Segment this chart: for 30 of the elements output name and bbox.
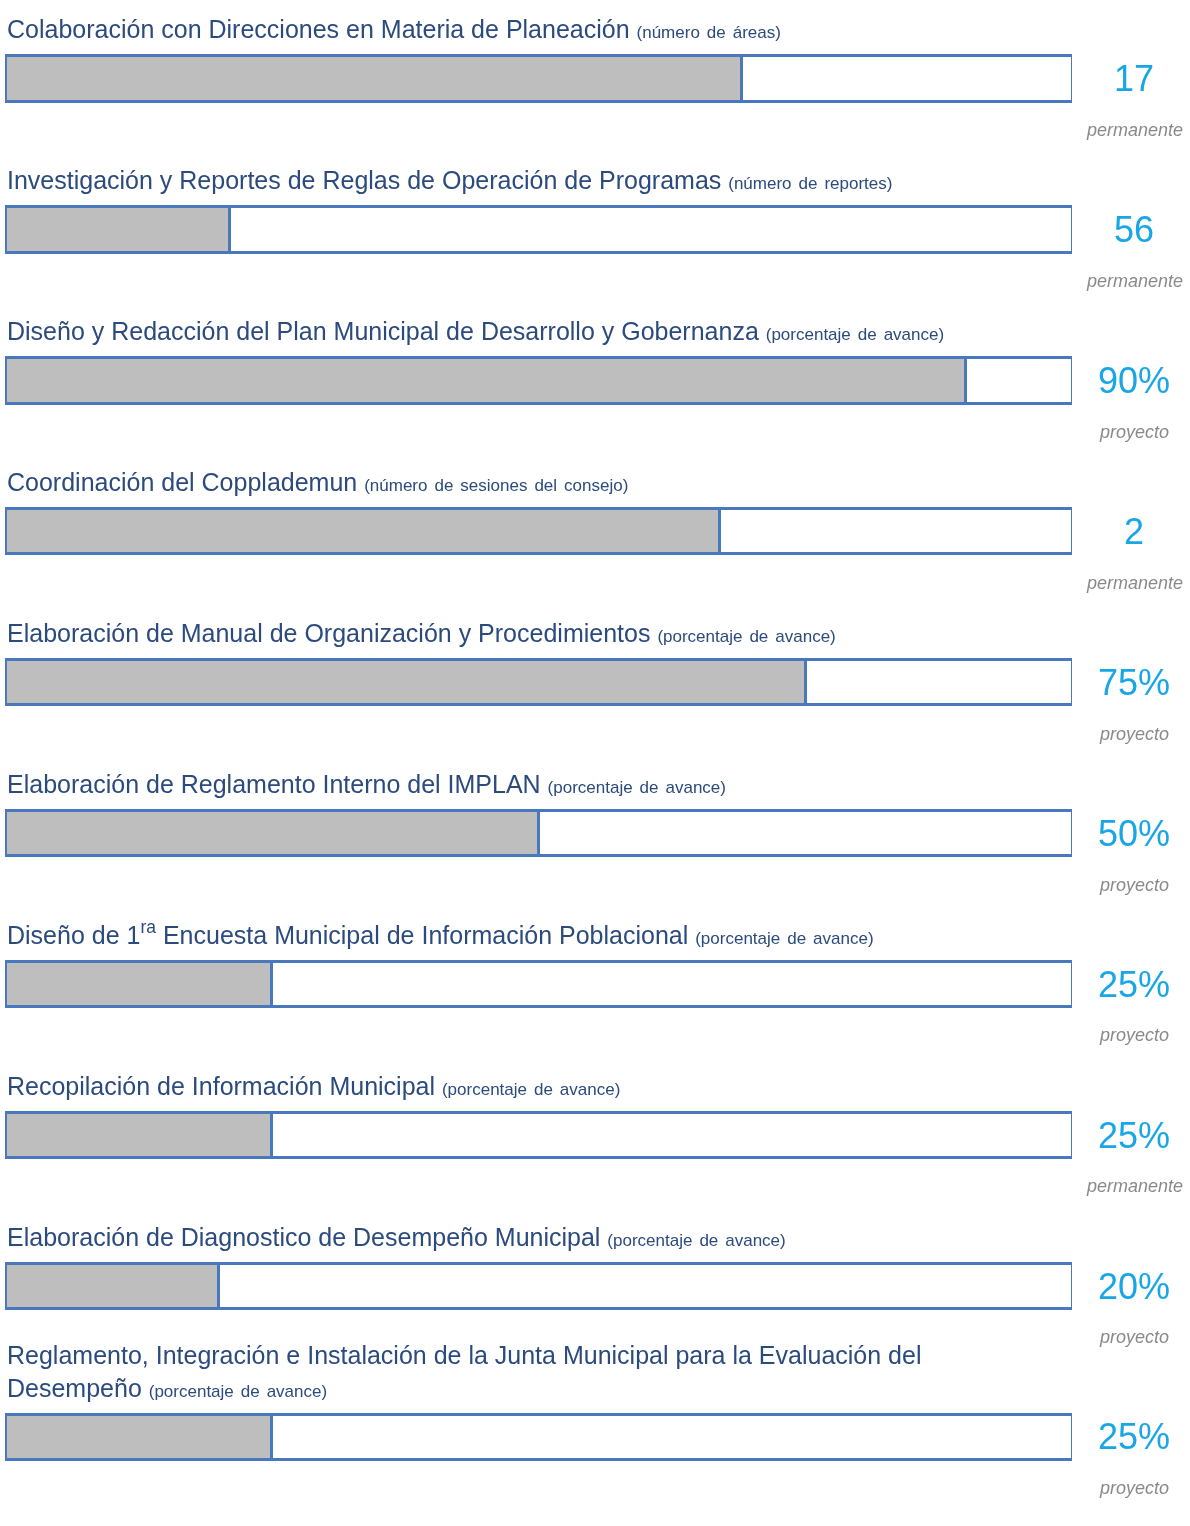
text: proyecto bbox=[1099, 875, 1170, 895]
y-tick-label: Colaboración con Direcciones en Materia de Planeación (número de áreas) bbox=[7, 15, 781, 43]
text: permanente bbox=[1086, 573, 1184, 593]
text: permanente bbox=[1086, 271, 1184, 291]
text: 56 bbox=[1114, 209, 1155, 250]
text: 50% bbox=[1098, 813, 1171, 854]
y-tick-label: Recopilación de Información Municipal (porcentaje de avance) bbox=[7, 1072, 621, 1100]
y-tick-label: Coordinación del Copplademun (número de sesiones del consejo) bbox=[7, 468, 629, 496]
text: 25% bbox=[1098, 1416, 1171, 1457]
text: 25% bbox=[1098, 1115, 1171, 1156]
y-tick-label: Investigación y Reportes de Reglas de Operación de Programas (número de reportes) bbox=[7, 166, 893, 194]
text: proyecto bbox=[1099, 724, 1170, 744]
text: 17 bbox=[1114, 58, 1155, 99]
text: 2 bbox=[1124, 511, 1145, 552]
y-tick-label: Reglamento, Integración e Instalación de la Junta Municipal para la Evaluación del Desempeño (porcentaje de avance) bbox=[7, 1341, 922, 1402]
text: permanente bbox=[1086, 120, 1184, 140]
text: 25% bbox=[1098, 964, 1171, 1005]
y-tick-label: Elaboración de Manual de Organización y Procedimientos (porcentaje de avance) bbox=[7, 619, 836, 647]
text: 75% bbox=[1098, 662, 1171, 703]
y-tick-label: Elaboración de Reglamento Interno del IMPLAN (porcentaje de avance) bbox=[7, 770, 726, 798]
y-tick-label: Diseño de 1$^{ra}$ Encuesta Municipal de Información Poblacional (porcentaje de avance) bbox=[7, 917, 874, 949]
y-tick-label: Elaboración de Diagnostico de Desempeño Municipal (porcentaje de avance) bbox=[7, 1223, 786, 1251]
text: 90% bbox=[1098, 360, 1171, 401]
text: proyecto bbox=[1099, 1025, 1170, 1045]
text: permanente bbox=[1086, 1176, 1184, 1196]
text: proyecto bbox=[1099, 422, 1170, 442]
text: 20% bbox=[1098, 1266, 1171, 1307]
text: proyecto bbox=[1099, 1327, 1170, 1347]
text: proyecto bbox=[1099, 1478, 1170, 1498]
y-tick-label: Diseño y Redacción del Plan Municipal de Desarrollo y Gobernanza (porcentaje de avance) bbox=[7, 317, 945, 345]
